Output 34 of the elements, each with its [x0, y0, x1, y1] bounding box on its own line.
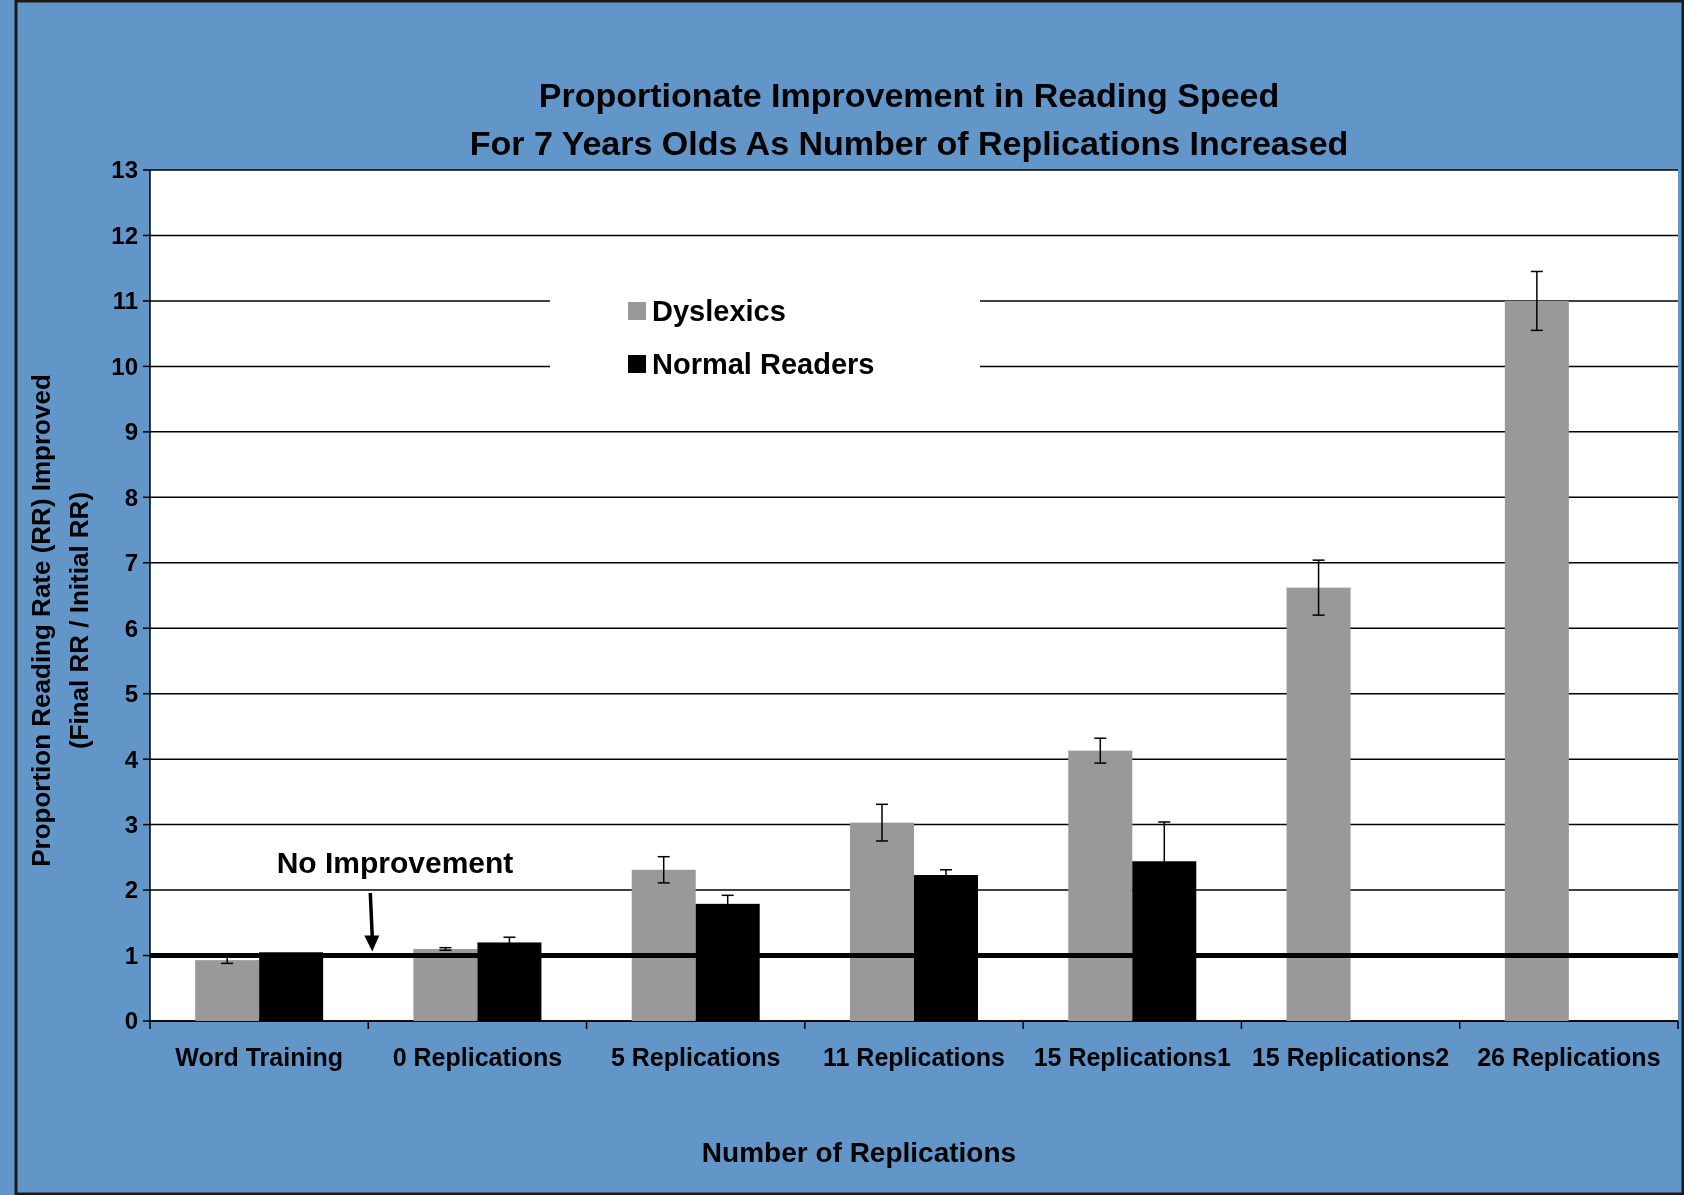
bar	[1504, 300, 1569, 1021]
x-tick-label: 15 Replications2	[1251, 1043, 1450, 1071]
y-tick-label: 7	[124, 549, 138, 577]
y-tick-label: 2	[124, 876, 138, 904]
bar	[850, 822, 914, 1021]
legend-label: Dyslexics	[652, 295, 786, 328]
y-tick-label: 10	[111, 352, 138, 380]
legend-label: Normal Readers	[652, 348, 875, 381]
y-tick-label: 11	[112, 287, 138, 315]
x-tick-label: 0 Replications	[392, 1043, 563, 1071]
y-tick-label: 4	[124, 745, 139, 773]
x-tick-label: Word Training	[175, 1043, 343, 1071]
chart-title: Proportionate Improvement in Reading Speed For 7 Years Olds As Number of Replications Increased	[469, 76, 1349, 162]
ref-line-label: No Improvement	[276, 846, 514, 879]
x-axis-title: Number of Replications	[701, 1137, 1017, 1168]
y-tick-label: 5	[124, 680, 138, 708]
bar	[1286, 587, 1351, 1021]
x-tick-label: 15 Replications1	[1033, 1043, 1232, 1071]
bar	[1068, 750, 1133, 1021]
y-tick-label: 9	[124, 418, 138, 446]
y-tick-label: 12	[111, 221, 138, 249]
x-tick-label: 26 Replications	[1477, 1043, 1661, 1071]
y-tick-label: 3	[124, 811, 138, 839]
x-tick-label: 11 Replications	[822, 1043, 1006, 1071]
y-axis-title: Proportion Reading Rate (RR) Improved (Final RR / Initial RR)	[26, 374, 94, 867]
y-tick-label: 1	[124, 941, 138, 969]
x-tick-label: 5 Replications	[610, 1043, 781, 1071]
bar	[195, 960, 260, 1021]
y-tick-label: 8	[124, 483, 138, 511]
y-tick-label: 0	[124, 1007, 138, 1035]
bar	[631, 869, 696, 1021]
y-tick-label: 13	[111, 156, 138, 184]
bar	[413, 948, 478, 1021]
y-tick-label: 6	[124, 614, 138, 642]
